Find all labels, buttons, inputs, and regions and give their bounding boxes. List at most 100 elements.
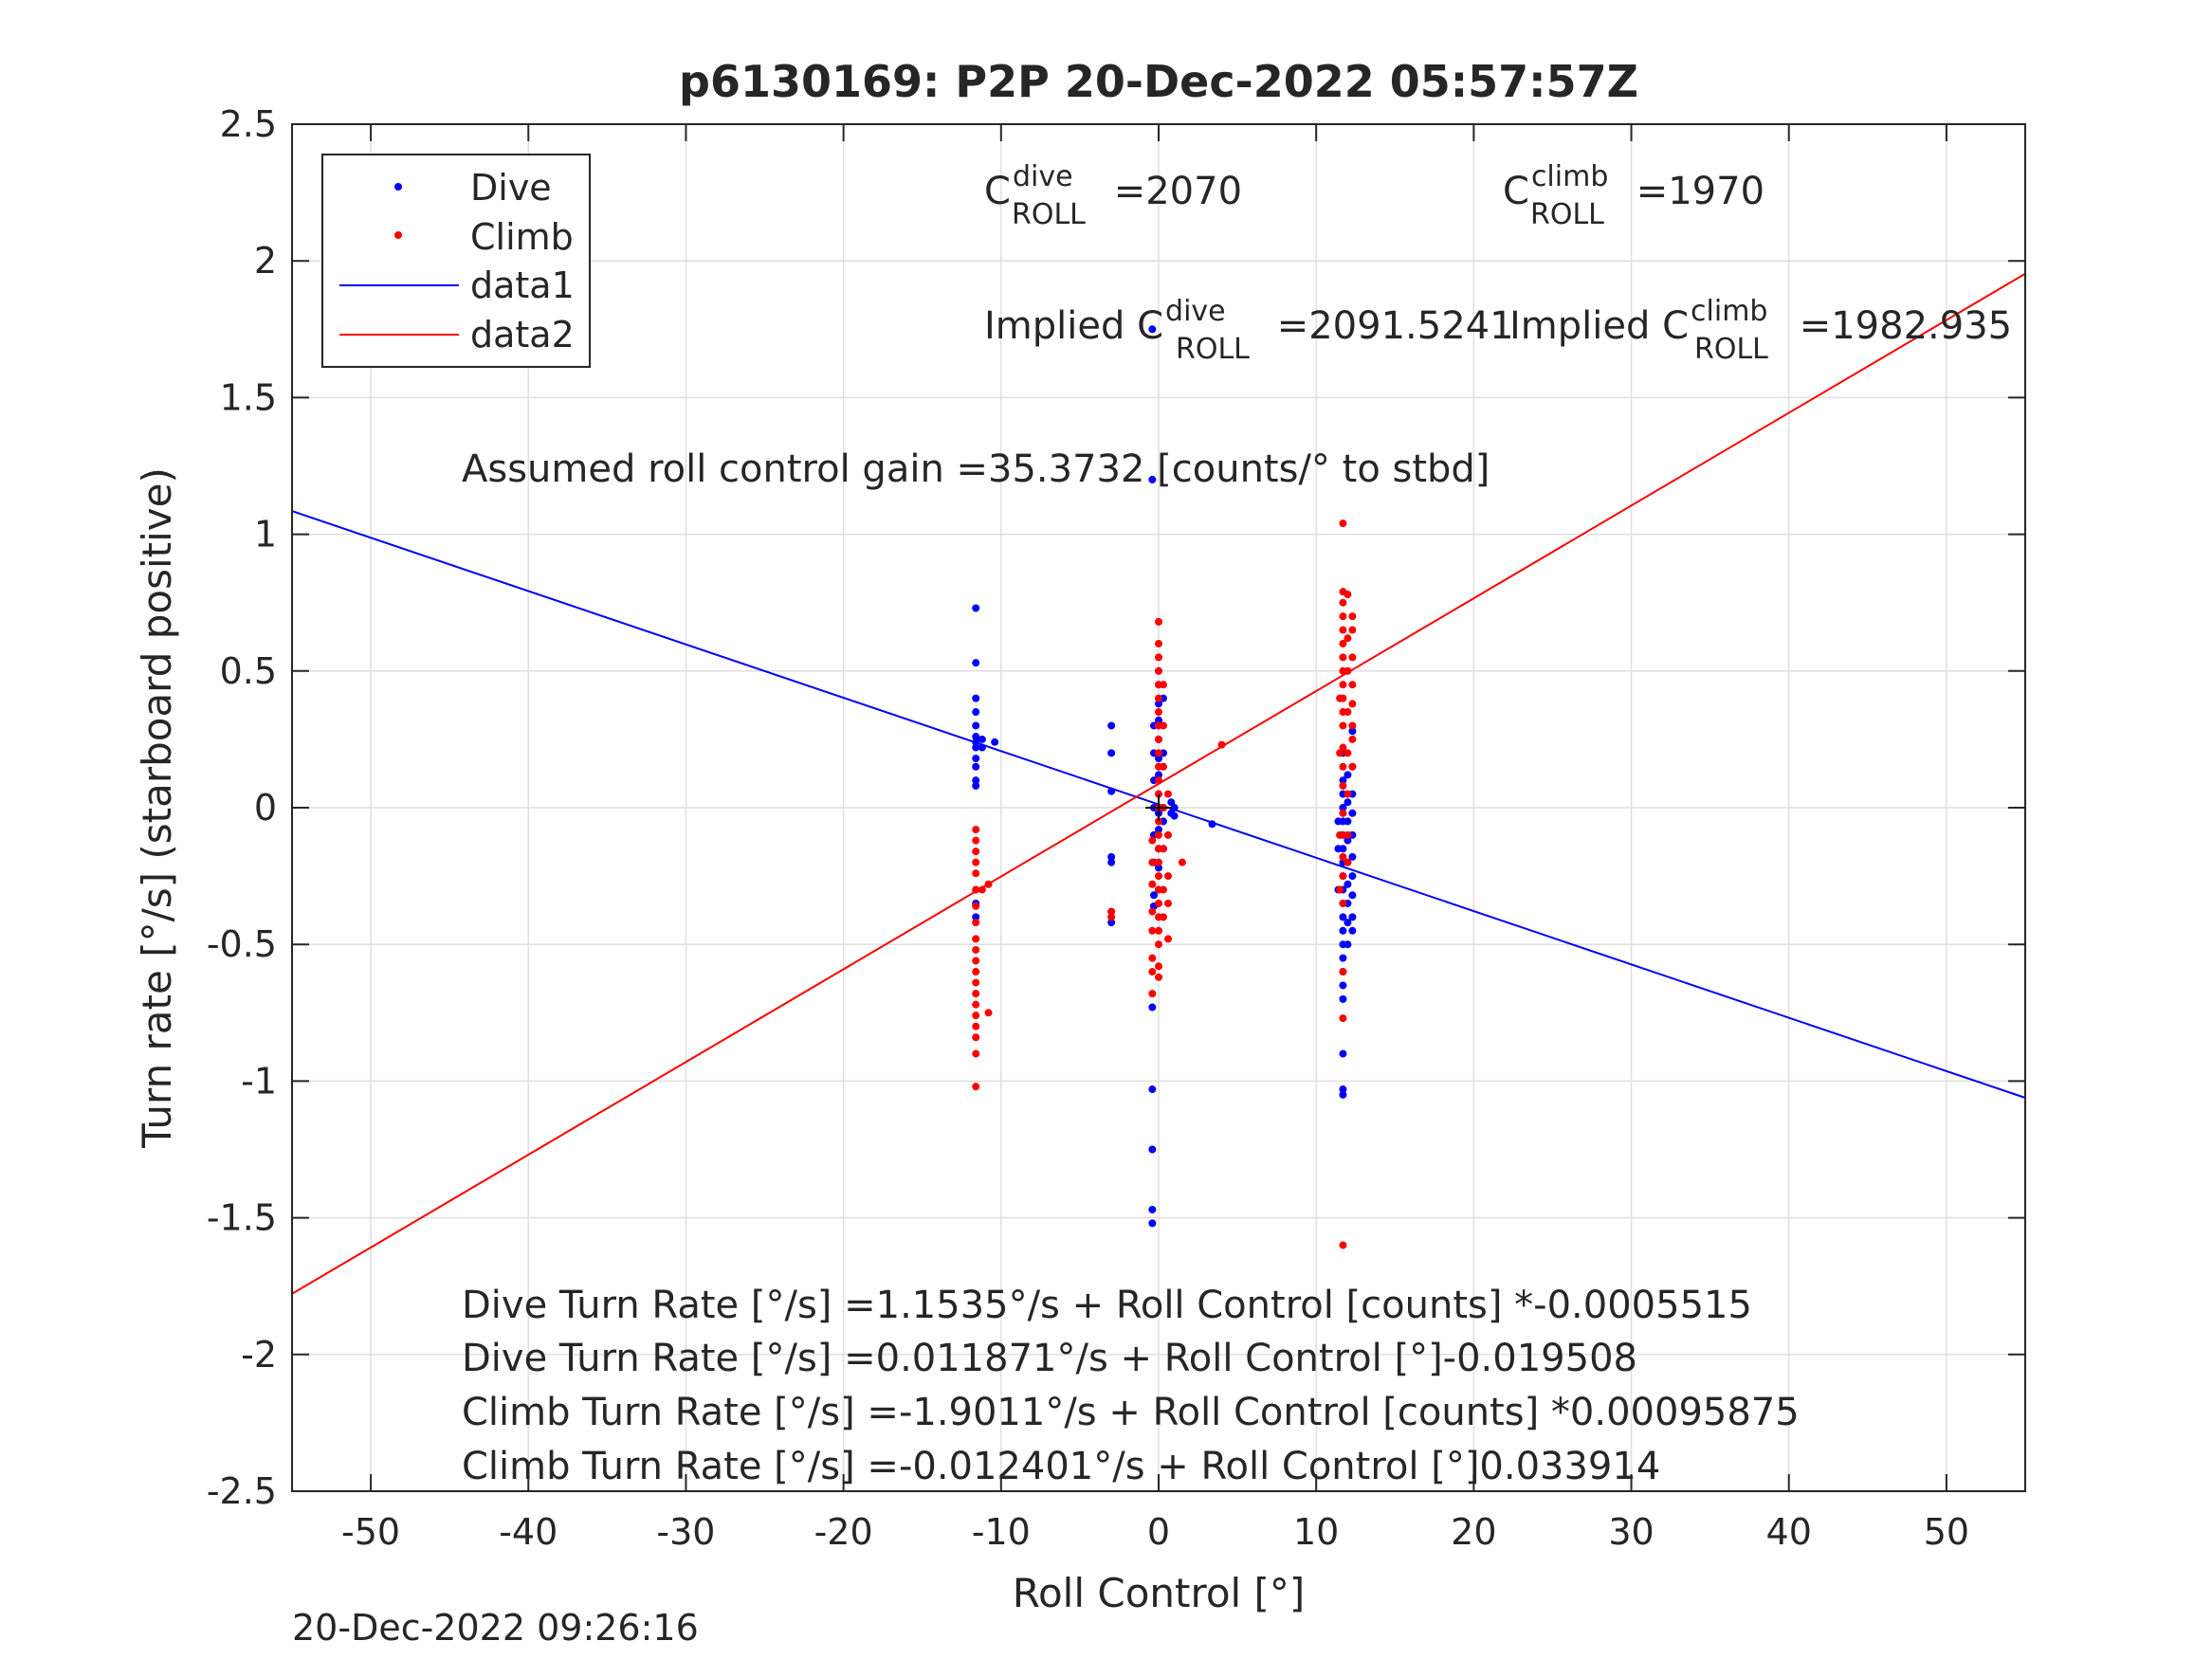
dive-point bbox=[972, 776, 980, 785]
dive-point bbox=[972, 733, 980, 741]
equation-4: Climb Turn Rate [°/s] =-0.012401°/s + Ro… bbox=[462, 1445, 1660, 1488]
climb-point bbox=[1339, 626, 1347, 634]
climb-point bbox=[1148, 968, 1157, 976]
climb-point bbox=[1159, 721, 1167, 730]
climb-point bbox=[972, 990, 980, 998]
dive-point bbox=[1339, 845, 1347, 853]
climb-point bbox=[1348, 612, 1357, 621]
dive-point bbox=[972, 913, 980, 921]
climb-point bbox=[1339, 694, 1347, 702]
climb-point bbox=[1155, 858, 1162, 866]
climb-point bbox=[1107, 907, 1116, 916]
climb-point bbox=[1159, 885, 1167, 894]
dive-point bbox=[1348, 852, 1357, 861]
climb-point bbox=[1155, 790, 1162, 798]
dive-point bbox=[1148, 475, 1157, 483]
climb-point bbox=[1339, 1014, 1347, 1023]
dive-point bbox=[1155, 864, 1162, 872]
dive-point bbox=[972, 694, 980, 702]
climb-point bbox=[984, 880, 993, 888]
equation-3: Climb Turn Rate [°/s] =-1.9011°/s + Roll… bbox=[462, 1391, 1800, 1434]
climb-point bbox=[1339, 639, 1347, 647]
climb-point bbox=[972, 1083, 980, 1091]
climb-point bbox=[1163, 830, 1172, 839]
dive-point bbox=[1339, 994, 1347, 1003]
climb-point bbox=[1155, 653, 1162, 662]
climb-point bbox=[1148, 954, 1157, 962]
y-tick-label: 0 bbox=[254, 787, 277, 829]
dive-point bbox=[972, 708, 980, 717]
dive-point bbox=[978, 743, 986, 752]
dive-point bbox=[1107, 749, 1116, 757]
climb-point bbox=[1339, 721, 1347, 730]
climb-point bbox=[972, 885, 980, 894]
climb-point bbox=[1148, 907, 1157, 916]
data-points bbox=[972, 325, 1357, 1249]
y-tick-label: 0.5 bbox=[220, 650, 277, 692]
dive-point bbox=[991, 738, 999, 746]
x-tick-label: 30 bbox=[1608, 1511, 1654, 1553]
climb-point bbox=[1155, 639, 1162, 647]
climb-point bbox=[1155, 962, 1162, 971]
dive-point bbox=[972, 781, 980, 790]
dive-point bbox=[1155, 826, 1162, 834]
climb-point bbox=[1155, 830, 1162, 839]
dive-point bbox=[1348, 809, 1357, 817]
x-tick-label: 0 bbox=[1147, 1511, 1170, 1553]
dive-point bbox=[1339, 804, 1347, 811]
implied-c-roll-dive-annotation: Implied Cdive ROLL =2091.5241 bbox=[984, 295, 1514, 366]
dive-point bbox=[1107, 858, 1116, 866]
y-tick-label: 2.5 bbox=[220, 103, 277, 145]
climb-point bbox=[1339, 872, 1347, 881]
x-tick-label: 40 bbox=[1766, 1511, 1812, 1553]
legend-box bbox=[321, 154, 591, 368]
dive-point bbox=[1155, 755, 1162, 763]
x-tick-label: 20 bbox=[1451, 1511, 1496, 1553]
dive-point bbox=[1339, 1049, 1347, 1058]
roll-gain-annotation: Assumed roll control gain =35.3732 [coun… bbox=[462, 447, 1490, 491]
dive-point bbox=[1339, 1085, 1347, 1094]
dive-point bbox=[1344, 836, 1352, 845]
climb-point bbox=[1339, 612, 1347, 621]
climb-point bbox=[1348, 681, 1357, 689]
dive-point bbox=[1170, 804, 1179, 811]
dive-point bbox=[1348, 913, 1357, 921]
climb-point bbox=[1155, 817, 1162, 826]
climb-point bbox=[1155, 694, 1162, 702]
dive-point bbox=[1339, 981, 1347, 990]
dive-point bbox=[972, 738, 980, 746]
climb-point bbox=[972, 902, 980, 910]
dive-point bbox=[1150, 891, 1159, 900]
climb-point bbox=[1336, 885, 1344, 894]
climb-point bbox=[1155, 776, 1162, 785]
y-tick-labels: -2.5 -2 -1.5 -1 -0.5 0 0.5 1 1.5 2 2.5 bbox=[207, 103, 277, 1512]
climb-point bbox=[1339, 681, 1347, 689]
climb-point bbox=[1159, 681, 1167, 689]
climb-point bbox=[1217, 740, 1226, 749]
implied-c-roll-climb-annotation: Implied Cclimb ROLL =1982.935 bbox=[1509, 295, 2012, 366]
x-tick-label: -10 bbox=[972, 1511, 1031, 1553]
dive-point bbox=[1339, 913, 1347, 921]
axis-ticks bbox=[292, 123, 2025, 1492]
dive-point bbox=[1339, 776, 1347, 785]
climb-point bbox=[1344, 591, 1352, 599]
climb-point bbox=[1339, 743, 1347, 752]
dive-point bbox=[1344, 940, 1352, 949]
climb-point bbox=[1339, 968, 1347, 976]
climb-point bbox=[972, 848, 980, 856]
y-tick-label: -1 bbox=[241, 1060, 277, 1102]
climb-point bbox=[972, 869, 980, 878]
climb-point bbox=[1155, 872, 1162, 881]
origin-cross-marker bbox=[1145, 794, 1172, 821]
dive-point bbox=[1155, 716, 1162, 724]
climb-point bbox=[1339, 653, 1347, 662]
climb-point bbox=[1159, 913, 1167, 921]
dive-point bbox=[1348, 926, 1357, 935]
x-tick-label: 10 bbox=[1293, 1511, 1339, 1553]
x-tick-label: -40 bbox=[499, 1511, 558, 1553]
climb-point bbox=[1155, 708, 1162, 717]
legend-climb-label: Climb bbox=[470, 216, 574, 258]
climb-point bbox=[1155, 617, 1162, 626]
dive-point bbox=[1148, 1205, 1157, 1213]
climb-point bbox=[1178, 858, 1186, 866]
